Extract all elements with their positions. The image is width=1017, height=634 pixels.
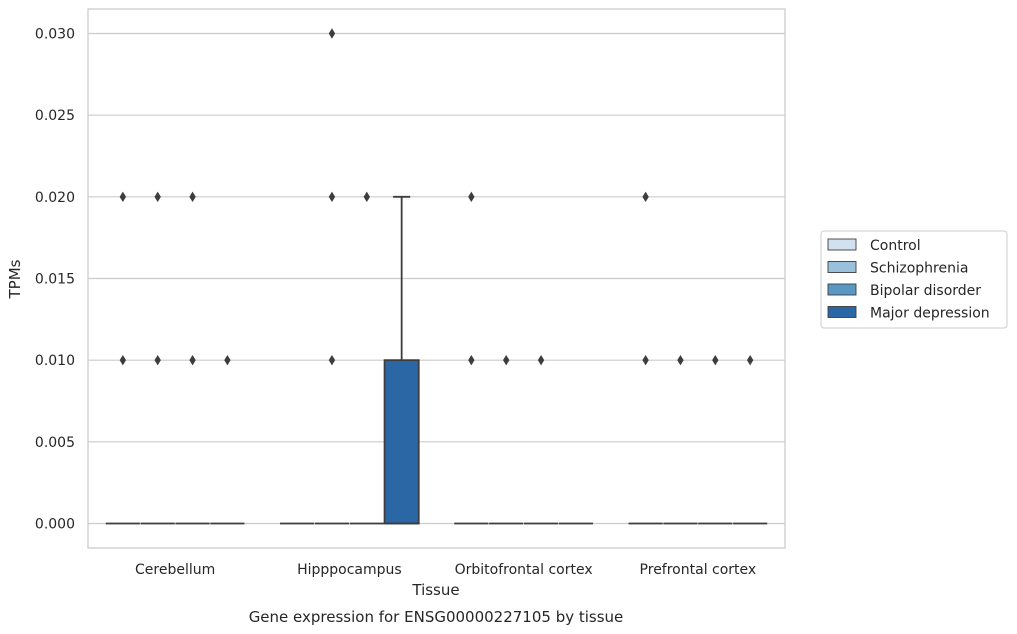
- outlier-point: [189, 354, 196, 366]
- outlier-point: [537, 354, 545, 366]
- legend-label: Major depression: [870, 306, 990, 322]
- legend-swatch: [827, 261, 857, 273]
- outlier-point: [224, 354, 231, 366]
- outlier-point: [119, 354, 127, 366]
- y-tick-label: 0.030: [35, 27, 75, 43]
- box-control: [105, 191, 140, 525]
- legend: Control Schizophrenia Bipolar disorder Majo…: [820, 230, 1008, 329]
- y-tick-label: 0.010: [35, 353, 75, 369]
- box-schizophrenia: [314, 28, 350, 525]
- legend-swatch: [827, 238, 857, 251]
- chart-title: Gene expression for ENSG00000227105 by t…: [249, 608, 624, 626]
- y-tick-label: 0.020: [35, 190, 75, 206]
- box-bipolar-disorder: [349, 191, 384, 525]
- legend-swatch: [827, 306, 857, 318]
- box-bipolar-disorder: [523, 354, 559, 525]
- box-control: [628, 191, 663, 525]
- outlier-point: [503, 354, 510, 366]
- y-tick-labels: 0.000 0.005 0.010 0.015 0.020 0.025 0.030: [35, 27, 75, 533]
- outlier-point: [712, 354, 719, 366]
- y-tick-label: 0.015: [35, 272, 75, 288]
- box-schizophrenia: [140, 191, 175, 525]
- box-plots: [105, 28, 768, 525]
- outlier-point: [328, 28, 336, 39]
- x-tick-label: Prefrontal cortex: [640, 562, 757, 578]
- outlier-point: [154, 354, 161, 366]
- outlier-point: [642, 191, 649, 203]
- outlier-point: [642, 354, 649, 366]
- box-bipolar-disorder: [175, 191, 210, 525]
- box-bipolar-disorder: [698, 354, 733, 525]
- y-axis-label: TPMs: [6, 259, 24, 299]
- box-schizophrenia: [489, 354, 524, 525]
- outlier-point: [468, 191, 475, 203]
- outlier-point: [119, 191, 127, 203]
- legend-label: Schizophrenia: [870, 261, 968, 277]
- legend-label: Bipolar disorder: [870, 283, 981, 299]
- legend-frame: [820, 230, 1008, 329]
- x-tick-label: Cerebellum: [135, 562, 215, 578]
- outlier-point: [468, 354, 475, 366]
- box-major-depression: [210, 354, 245, 525]
- x-tick-label: Hipppocampus: [297, 562, 402, 578]
- legend-label: Control: [870, 238, 921, 254]
- x-tick-label: Orbitofrontal cortex: [455, 562, 593, 578]
- y-tick-label: 0.000: [35, 517, 75, 533]
- outlier-point: [189, 191, 196, 203]
- legend-swatch: [827, 283, 857, 296]
- outlier-point: [328, 191, 336, 203]
- box: [383, 359, 420, 525]
- x-axis-label: Tissue: [411, 581, 459, 599]
- box-control: [454, 191, 489, 525]
- outlier-point: [363, 191, 370, 203]
- y-gridlines: [88, 32, 785, 525]
- outlier-point: [328, 354, 336, 366]
- plot-area-frame: [87, 8, 786, 549]
- x-tick-labels: Cerebellum Hipppocampus Orbitofrontal cort…: [135, 562, 756, 578]
- box-schizophrenia: [663, 354, 698, 525]
- box-major-depression: [383, 195, 420, 525]
- y-tick-label: 0.005: [35, 435, 75, 451]
- outlier-point: [746, 354, 754, 366]
- outlier-point: [677, 354, 684, 366]
- outlier-point: [154, 191, 161, 203]
- y-tick-label: 0.025: [35, 108, 75, 124]
- box-major-depression: [733, 354, 768, 525]
